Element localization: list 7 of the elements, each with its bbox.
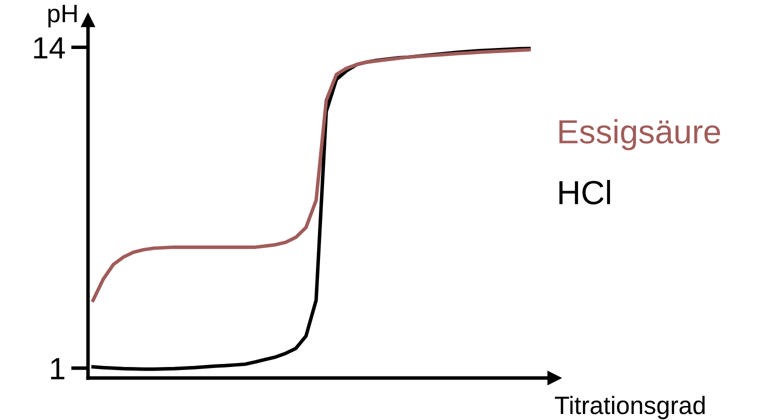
y-tick-label: 1 [51,358,64,380]
x-axis-title: Titrationsgrad [554,396,705,420]
y-axis-title: pH [48,4,77,28]
line-series [91,48,531,302]
text: Essigsäure [559,119,720,150]
text: HCl [559,180,610,204]
y-tick-label: 14 [34,37,65,58]
